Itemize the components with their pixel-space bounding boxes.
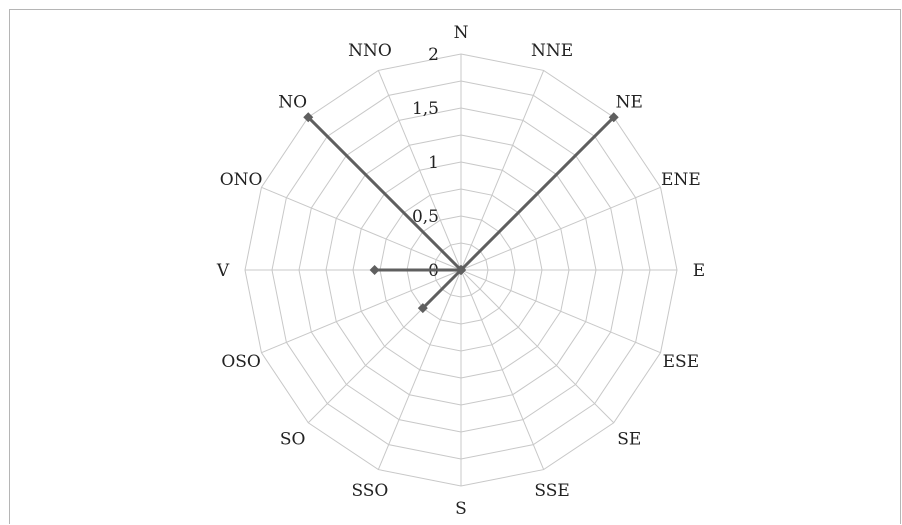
direction-label-ene: ENE xyxy=(661,170,701,190)
direction-label-sse: SSE xyxy=(534,481,569,501)
direction-label-n: N xyxy=(454,23,469,43)
data-point-ne xyxy=(608,112,619,123)
direction-label-v: V xyxy=(216,261,230,281)
tick-label: 1 xyxy=(428,153,439,173)
data-point-v xyxy=(369,265,380,275)
direction-label-oso: OSO xyxy=(221,352,261,372)
series-line-ne xyxy=(459,115,616,272)
direction-label-se: SE xyxy=(617,429,641,449)
grid-spoke xyxy=(460,70,545,271)
grid-spoke xyxy=(377,269,462,470)
grid-spoke xyxy=(460,269,661,354)
direction-label-e: E xyxy=(693,261,705,281)
chart-frame xyxy=(9,9,901,524)
data-point-so xyxy=(417,303,428,314)
grid-spoke xyxy=(460,269,615,424)
direction-label-so: SO xyxy=(280,429,306,449)
direction-label-sso: SSO xyxy=(351,481,388,501)
direction-label-ono: ONO xyxy=(220,170,263,190)
data-point-no xyxy=(303,112,314,123)
tick-label: 0,5 xyxy=(412,207,439,227)
tick-label: 2 xyxy=(428,45,439,65)
direction-label-s: S xyxy=(455,499,467,519)
grid-spoke xyxy=(261,269,462,354)
tick-label: 1,5 xyxy=(412,99,439,119)
direction-label-layer: N NNE NE ENE E ESE SE SSE S SSO SO OSO V ONO NO NNO xyxy=(216,23,705,519)
series-line-so xyxy=(421,268,463,310)
grid-spoke xyxy=(460,269,545,470)
grid-layer xyxy=(244,53,678,487)
direction-label-no: NO xyxy=(278,93,307,113)
series-line-no xyxy=(306,115,463,272)
direction-label-ne: NE xyxy=(616,93,643,113)
grid-spoke xyxy=(460,186,661,271)
direction-label-ese: ESE xyxy=(663,352,699,372)
data-point-nno xyxy=(456,265,466,275)
direction-label-nne: NNE xyxy=(531,41,573,61)
direction-label-nno: NNO xyxy=(348,41,392,61)
grid-spoke xyxy=(377,70,462,271)
series-layer xyxy=(303,112,619,314)
grid-spoke xyxy=(261,186,462,271)
